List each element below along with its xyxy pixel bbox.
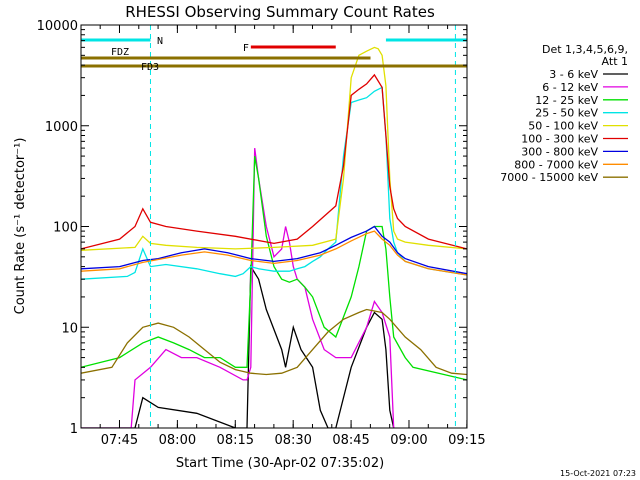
annotation-label-n: N: [157, 36, 163, 47]
series-line-1: [81, 264, 395, 428]
legend-label-9: 7000 - 15000 keV: [500, 171, 598, 184]
x-tick-label: 08:15: [217, 433, 254, 448]
series-line-4: [81, 86, 467, 280]
x-axis-label: Start Time (30-Apr-02 07:35:02): [176, 456, 384, 471]
legend-label-5: 50 - 100 keV: [528, 120, 598, 133]
y-tick-label: 1: [70, 422, 78, 437]
x-tick-label: 09:15: [448, 433, 485, 448]
x-tick-label: 09:00: [390, 433, 427, 448]
footer-timestamp: 15-Oct-2021 07:23: [560, 469, 636, 478]
series-line-2: [81, 148, 395, 428]
annotation-label-fd3: FD3: [141, 62, 159, 73]
legend-label-6: 100 - 300 keV: [521, 133, 598, 146]
y-tick-label: 1000: [45, 120, 78, 135]
x-tick-label: 08:45: [332, 433, 369, 448]
x-axis: 07:45 08:00 08:15 08:30 08:45 09:00 09:15: [99, 25, 486, 448]
series-line-9: [81, 308, 467, 376]
y-axis: 1 10 100 1000 10000: [37, 19, 467, 437]
legend-label-1: 3 - 6 keV: [549, 68, 598, 81]
legend-header: Att 1: [602, 55, 628, 68]
plot-annotations: N F FDZ FD3: [81, 25, 467, 428]
legend-label-2: 6 - 12 keV: [542, 81, 598, 94]
plot-series-area: [81, 46, 467, 428]
chart-title: RHESSI Observing Summary Count Rates: [125, 3, 435, 21]
y-tick-label: 10: [61, 321, 78, 336]
legend-header: Det 1,3,4,5,6,9,: [542, 43, 628, 56]
annotation-label-fdz: FDZ: [111, 47, 129, 58]
legend-label-3: 12 - 25 keV: [535, 94, 598, 107]
annotation-label-f: F: [243, 43, 249, 54]
series-line-7: [81, 225, 467, 275]
series-line-6: [81, 73, 467, 250]
x-tick-label: 08:00: [159, 433, 196, 448]
y-tick-label: 100: [53, 221, 78, 236]
y-axis-label: Count Rate (s⁻¹ detector⁻¹): [13, 138, 28, 315]
legend-label-4: 25 - 50 keV: [535, 107, 598, 120]
x-tick-label: 08:30: [274, 433, 311, 448]
x-tick-label: 07:45: [101, 433, 138, 448]
series-line-8: [81, 230, 467, 276]
y-tick-label: 10000: [37, 19, 78, 34]
legend-label-8: 800 - 7000 keV: [514, 158, 598, 171]
legend-label-7: 300 - 800 keV: [521, 145, 598, 158]
